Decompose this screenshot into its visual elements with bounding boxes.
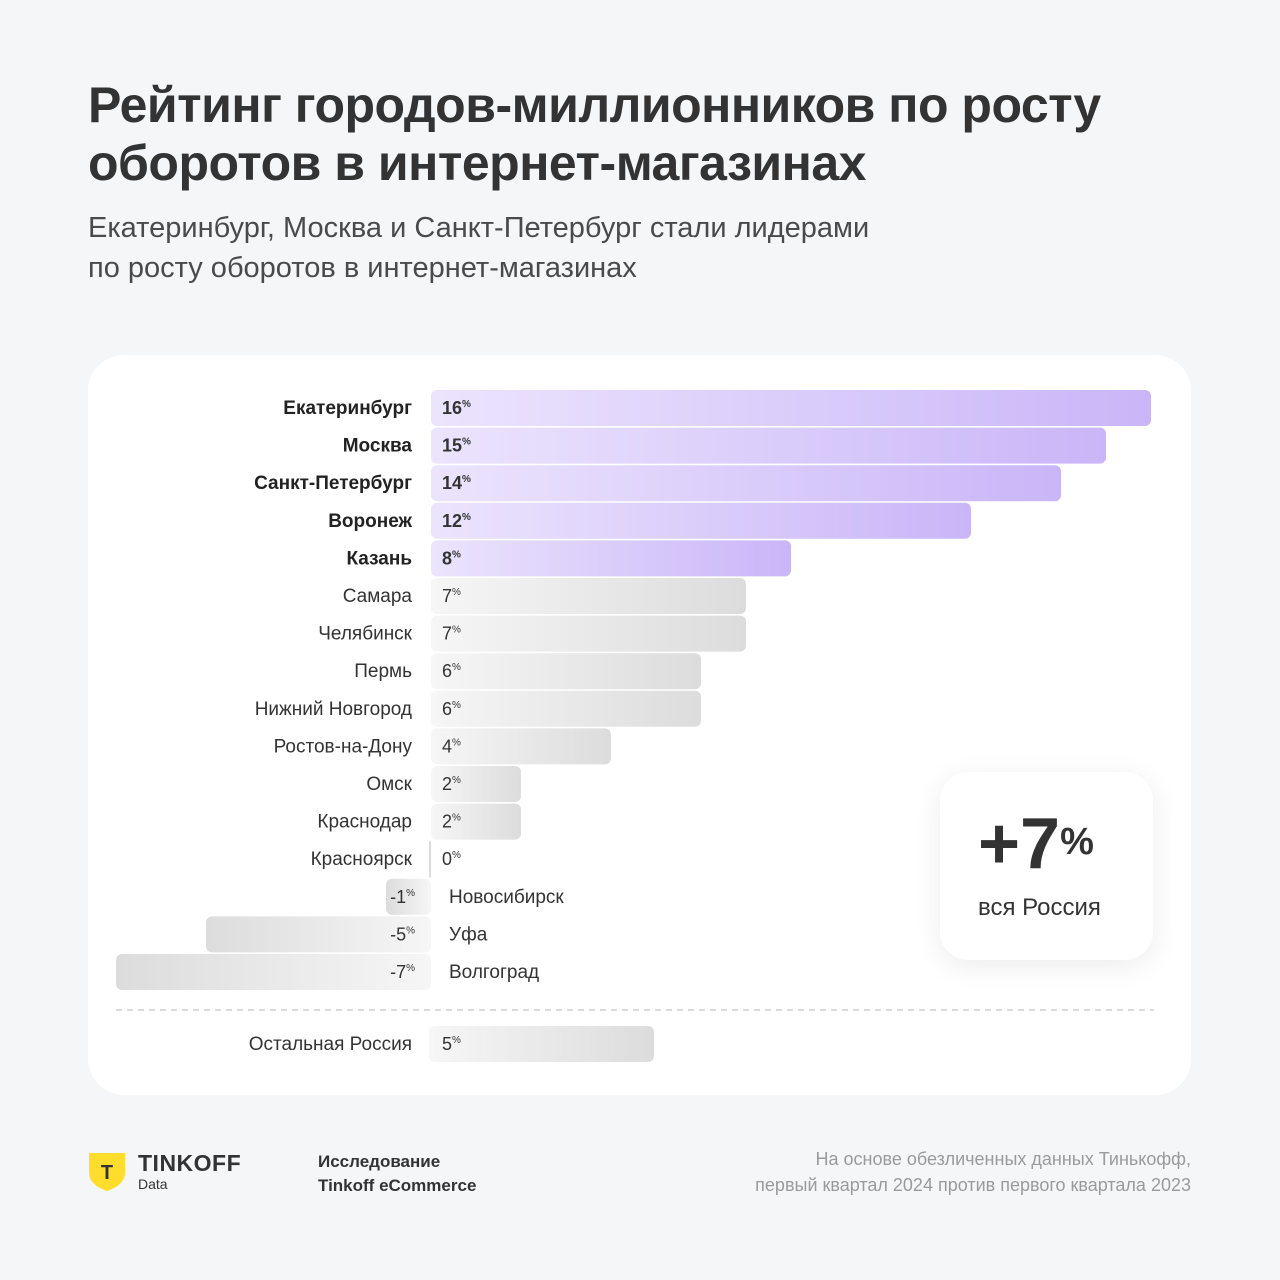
- bar-value-unit: %: [452, 850, 461, 861]
- bar-value-unit: %: [452, 587, 461, 598]
- category-label: Казань: [346, 548, 412, 569]
- category-label: Санкт-Петербург: [254, 473, 412, 494]
- bar: [431, 502, 971, 539]
- bar: [431, 427, 1106, 464]
- bar-value-unit: %: [452, 700, 461, 711]
- research-line-2: Tinkoff eCommerce: [318, 1176, 477, 1195]
- bar-value-unit: %: [452, 1035, 461, 1046]
- total-number: +7: [978, 804, 1061, 884]
- bar-value-unit: %: [462, 474, 471, 485]
- bar-row: Омск 2%: [366, 766, 521, 802]
- bar: [431, 766, 521, 802]
- brand-sub: Data: [138, 1176, 168, 1192]
- bar-value-unit: %: [462, 399, 471, 410]
- bar: [431, 540, 791, 577]
- summary-bar: [429, 1026, 654, 1062]
- subtitle-line-1: Екатеринбург, Москва и Санкт-Петербург с…: [88, 212, 870, 244]
- total-label: вся Россия: [978, 894, 1101, 921]
- bar: [431, 803, 521, 840]
- brand-name: TINKOFF: [138, 1150, 242, 1176]
- category-label: Воронеж: [328, 511, 412, 532]
- shield-letter: T: [101, 1162, 113, 1184]
- bar-value-unit: %: [452, 625, 461, 636]
- bar: [429, 841, 431, 878]
- category-label: Самара: [343, 586, 413, 607]
- total-russia-card: +7% вся Россия: [940, 772, 1153, 960]
- bar-row: Челябинск 7%: [318, 615, 746, 652]
- tinkoff-data-logo: T TINKOFF Data: [88, 1150, 288, 1196]
- bar: [431, 390, 1151, 426]
- source-line-2: первый квартал 2024 против первого кварт…: [755, 1175, 1191, 1195]
- page-subtitle: Екатеринбург, Москва и Санкт-Петербург с…: [88, 208, 1088, 288]
- chart-card: Екатеринбург 16% Москва 15% Санкт-Петербург 1…: [88, 355, 1191, 1095]
- bar-value-unit: %: [452, 813, 461, 824]
- bar: [206, 916, 431, 953]
- bar-row: Казань 8%: [346, 540, 791, 577]
- summary-row: Остальная Россия 5%: [249, 1026, 654, 1062]
- bar-row: Уфа-5%: [206, 916, 488, 953]
- category-label: Волгоград: [449, 962, 539, 983]
- bar: [431, 690, 701, 727]
- bar: [431, 653, 701, 690]
- total-unit: %: [1060, 821, 1094, 863]
- bar-value-label: 0%: [442, 849, 461, 869]
- bar: [116, 954, 431, 990]
- bar-row: Самара 7%: [343, 578, 746, 614]
- subtitle-line-2: по росту оборотов в интернет-магазинах: [88, 252, 637, 284]
- bar-value-unit: %: [452, 662, 461, 673]
- summary-label: Остальная Россия: [249, 1034, 412, 1055]
- bar-row: Краснодар 2%: [317, 803, 521, 840]
- total-value: +7%: [978, 802, 1094, 886]
- research-credit: Исследование Tinkoff eCommerce: [318, 1150, 476, 1198]
- bar-row: Нижний Новгород 6%: [255, 690, 701, 727]
- tinkoff-shield-icon: T: [89, 1153, 125, 1191]
- bar-value-unit: %: [462, 437, 471, 448]
- category-label: Нижний Новгород: [255, 699, 412, 720]
- research-line-1: Исследование: [318, 1152, 441, 1171]
- bar-row: Пермь 6%: [354, 653, 701, 690]
- category-label: Москва: [343, 436, 413, 457]
- category-label: Пермь: [354, 661, 412, 682]
- bar: [431, 615, 746, 652]
- source-line-1: На основе обезличенных данных Тинькофф,: [815, 1149, 1191, 1169]
- bar-value-unit: %: [406, 925, 415, 936]
- bar-row: Новосибирск-1%: [386, 878, 564, 915]
- category-label: Челябинск: [318, 624, 412, 645]
- category-label: Екатеринбург: [283, 398, 412, 419]
- bar-row: Красноярск 0%: [311, 841, 461, 878]
- bar: [386, 878, 431, 915]
- page-title: Рейтинг городов-миллионников по росту об…: [88, 77, 1101, 191]
- bar-value-unit: %: [462, 512, 471, 523]
- bar-value-unit: %: [406, 888, 415, 899]
- bar-row: Воронеж 12%: [328, 502, 971, 539]
- bar: [431, 465, 1061, 502]
- bar: [431, 578, 746, 614]
- bar-value-unit: %: [452, 549, 461, 560]
- bar: [431, 728, 611, 765]
- data-source-note: На основе обезличенных данных Тинькофф, …: [671, 1146, 1191, 1198]
- category-label: Новосибирск: [449, 887, 564, 908]
- bar-row: Москва 15%: [343, 427, 1106, 464]
- bar-row: Волгоград-7%: [116, 954, 539, 990]
- bar-value-unit: %: [406, 963, 415, 974]
- bar-chart: Екатеринбург 16%Москва 15%Санкт-Петербург 1…: [116, 390, 1154, 1062]
- bar-value-unit: %: [452, 737, 461, 748]
- bar-row: Санкт-Петербург 14%: [254, 465, 1061, 502]
- bar-value-unit: %: [452, 775, 461, 786]
- category-label: Ростов-на-Дону: [274, 736, 413, 757]
- bar-row: Екатеринбург 16%: [283, 390, 1151, 426]
- category-label: Красноярск: [311, 849, 413, 870]
- category-label: Уфа: [449, 924, 488, 945]
- bar-row: Ростов-на-Дону 4%: [274, 728, 611, 765]
- category-label: Краснодар: [317, 812, 412, 833]
- category-label: Омск: [366, 774, 412, 795]
